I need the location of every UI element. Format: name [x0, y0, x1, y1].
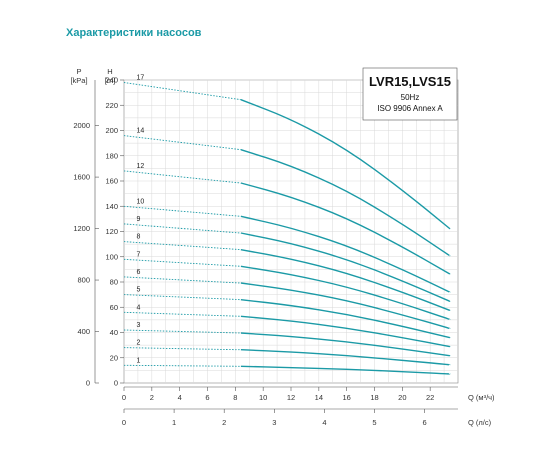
x-axis-tick-label-m3h: 2 [150, 393, 154, 402]
curve-7 [240, 265, 451, 321]
curve-6 [240, 282, 451, 330]
h-axis-tick-label: 60 [110, 303, 118, 312]
axes: 0204060801001201401601802002202400400800… [73, 76, 458, 427]
curve-5 [240, 299, 451, 339]
curve-dashed-10 [123, 205, 241, 217]
legend-title: LVR15,LVS15 [369, 74, 451, 89]
curve-dashed-2 [123, 347, 242, 351]
x-axis-tick-label-ls: 2 [222, 418, 226, 427]
h-axis-tick-label: 20 [110, 353, 118, 362]
h-axis-unit: [m] [105, 76, 115, 85]
curve-label-12: 12 [137, 163, 145, 170]
h-axis-tick-label: 80 [110, 278, 118, 287]
curve-dashed-4 [123, 311, 241, 317]
curve-label-6: 6 [137, 269, 141, 276]
x-axis-tick-label-ls: 4 [322, 418, 326, 427]
x-axis-tick-label-m3h: 22 [426, 393, 434, 402]
legend-standard: ISO 9906 Annex A [377, 104, 443, 113]
curve-label-7: 7 [137, 251, 141, 258]
curve-dashed-3 [123, 329, 241, 334]
p-axis-tick-label: 2000 [73, 121, 90, 130]
curve-dashed-17 [123, 82, 241, 101]
h-axis-label: H [107, 67, 112, 76]
curve-label-2: 2 [137, 340, 141, 347]
p-axis-tick-label: 0 [86, 379, 90, 388]
curve-1 [240, 365, 451, 375]
x-axis-tick-label-m3h: 8 [233, 393, 237, 402]
x-axis-tick-label-m3h: 14 [315, 393, 323, 402]
x-axis-tick-label-ls: 6 [423, 418, 427, 427]
page-title: Характеристики насосов [66, 27, 202, 39]
curve-dashed-7 [123, 258, 241, 267]
curve-label-17: 17 [137, 75, 145, 82]
curve-label-10: 10 [137, 198, 145, 205]
x-axis-tick-label-m3h: 16 [342, 393, 350, 402]
x-axis-tick-label-m3h: 10 [259, 393, 267, 402]
curve-label-14: 14 [137, 128, 145, 135]
x-axis-tick-label-m3h: 20 [398, 393, 406, 402]
p-axis-tick-label: 1200 [73, 224, 90, 233]
p-axis-label: P [76, 67, 81, 76]
p-axis-unit: [kPa] [70, 76, 87, 85]
grid [123, 79, 459, 384]
curve-dashed-14 [123, 135, 242, 151]
curve-17 [240, 99, 451, 230]
legend: LVR15,LVS15 50Hz ISO 9906 Annex A [362, 67, 458, 121]
curve-dashed-5 [123, 294, 242, 301]
h-axis-tick-label: 40 [110, 328, 118, 337]
curve-dashed-12 [123, 170, 242, 184]
curve-9 [240, 232, 451, 302]
x-axis-tick-label-m3h: 0 [122, 393, 126, 402]
curve-label-8: 8 [137, 234, 141, 241]
x-axis-tick-label-ls: 1 [172, 418, 176, 427]
p-axis-tick-label: 400 [77, 327, 90, 336]
curve-label-3: 3 [137, 322, 141, 329]
curve-dashed-1 [123, 364, 241, 367]
curve-dashed-8 [123, 241, 242, 251]
curve-3 [240, 332, 451, 357]
curve-4 [240, 315, 451, 348]
x-axis-label-flow-ls: Q (л/с) [468, 418, 492, 427]
x-axis-tick-label-m3h: 4 [178, 393, 182, 402]
x-axis-tick-label-ls: 5 [372, 418, 376, 427]
x-axis-label-flow-m3h: Q (м³/ч) [468, 393, 495, 402]
curve-label-4: 4 [137, 304, 141, 311]
x-axis-tick-label-m3h: 18 [370, 393, 378, 402]
h-axis-tick-label: 120 [105, 227, 118, 236]
h-axis-tick-label: 220 [105, 101, 118, 110]
x-axis-tick-label-ls: 0 [122, 418, 126, 427]
curve-14 [240, 149, 451, 257]
curve-2 [240, 349, 451, 366]
h-axis-tick-label: 140 [105, 202, 118, 211]
curve-label-9: 9 [137, 216, 141, 223]
legend-frequency: 50Hz [401, 93, 420, 102]
curve-12 [240, 182, 451, 275]
p-axis-tick-label: 1600 [73, 173, 90, 182]
curve-dashed-9 [123, 223, 242, 234]
h-axis-tick-label: 100 [105, 252, 118, 261]
curve-dashed-6 [123, 276, 242, 284]
x-axis-tick-label-m3h: 12 [287, 393, 295, 402]
curves [123, 82, 451, 375]
h-axis-tick-label: 160 [105, 177, 118, 186]
legend-box [362, 67, 458, 121]
x-axis-tick-label-ls: 3 [272, 418, 276, 427]
curve-label-1: 1 [137, 357, 141, 364]
h-axis-tick-label: 240 [105, 76, 118, 85]
h-axis-tick-label: 180 [105, 151, 118, 160]
curve-label-5: 5 [137, 287, 141, 294]
p-axis-tick-label: 800 [77, 276, 90, 285]
x-axis-tick-label-m3h: 6 [205, 393, 209, 402]
curve-8 [240, 249, 451, 311]
h-axis-tick-label: 0 [114, 379, 118, 388]
h-axis-tick-label: 200 [105, 126, 118, 135]
curve-10 [240, 215, 451, 293]
